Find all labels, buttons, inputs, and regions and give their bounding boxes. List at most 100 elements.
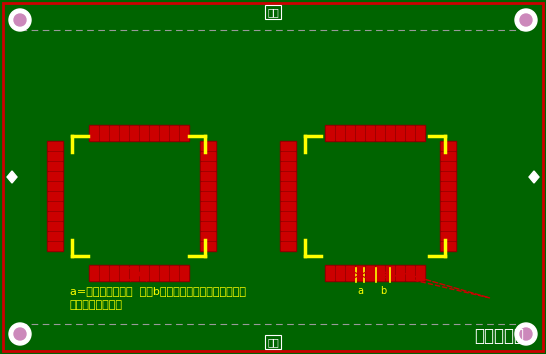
- Bar: [396, 266, 404, 280]
- Bar: [201, 182, 215, 190]
- Bar: [149, 265, 158, 281]
- Circle shape: [9, 9, 31, 31]
- Bar: [441, 182, 455, 190]
- Bar: [406, 126, 414, 140]
- Bar: [200, 181, 216, 191]
- Bar: [440, 211, 456, 221]
- Bar: [48, 192, 62, 200]
- Bar: [395, 265, 405, 281]
- Circle shape: [515, 9, 537, 31]
- Bar: [110, 266, 117, 280]
- Bar: [375, 265, 385, 281]
- Bar: [440, 151, 456, 161]
- Text: 深圳宏力捷: 深圳宏力捷: [474, 327, 524, 345]
- Bar: [326, 266, 334, 280]
- Bar: [158, 125, 169, 141]
- Bar: [405, 265, 415, 281]
- Bar: [281, 222, 295, 230]
- Bar: [441, 162, 455, 170]
- Bar: [326, 126, 334, 140]
- Bar: [440, 221, 456, 231]
- Text: 长边: 长边: [267, 337, 279, 347]
- Bar: [200, 221, 216, 231]
- Bar: [395, 125, 405, 141]
- Bar: [346, 266, 354, 280]
- Bar: [281, 172, 295, 180]
- Bar: [99, 126, 108, 140]
- Bar: [415, 125, 425, 141]
- Bar: [150, 126, 157, 140]
- Bar: [201, 212, 215, 220]
- Bar: [48, 182, 62, 190]
- Bar: [385, 265, 395, 281]
- Bar: [180, 266, 187, 280]
- Bar: [169, 265, 179, 281]
- Bar: [200, 191, 216, 201]
- Bar: [179, 265, 188, 281]
- Bar: [47, 151, 63, 161]
- Bar: [345, 125, 355, 141]
- Bar: [386, 126, 394, 140]
- Bar: [346, 126, 354, 140]
- Bar: [281, 212, 295, 220]
- Bar: [281, 142, 295, 150]
- Bar: [48, 172, 62, 180]
- Bar: [139, 126, 147, 140]
- Bar: [179, 125, 188, 141]
- Bar: [441, 222, 455, 230]
- Bar: [200, 211, 216, 221]
- Bar: [280, 191, 296, 201]
- Bar: [109, 265, 118, 281]
- Bar: [440, 231, 456, 241]
- Bar: [158, 265, 169, 281]
- Bar: [440, 181, 456, 191]
- Bar: [200, 231, 216, 241]
- Bar: [336, 266, 344, 280]
- Bar: [47, 181, 63, 191]
- Bar: [356, 126, 364, 140]
- Bar: [201, 242, 215, 250]
- Text: 长边: 长边: [267, 7, 279, 17]
- Bar: [110, 126, 117, 140]
- Bar: [440, 161, 456, 171]
- Bar: [281, 202, 295, 210]
- Bar: [441, 242, 455, 250]
- Bar: [169, 266, 177, 280]
- Bar: [345, 265, 355, 281]
- Bar: [48, 232, 62, 240]
- Bar: [441, 192, 455, 200]
- Bar: [325, 125, 335, 141]
- Bar: [396, 126, 404, 140]
- Bar: [129, 126, 138, 140]
- Bar: [47, 231, 63, 241]
- Bar: [335, 265, 345, 281]
- Bar: [200, 161, 216, 171]
- Circle shape: [520, 14, 532, 26]
- Bar: [47, 211, 63, 221]
- Bar: [159, 266, 168, 280]
- Bar: [48, 212, 62, 220]
- Bar: [441, 172, 455, 180]
- Bar: [200, 141, 216, 151]
- Bar: [128, 125, 139, 141]
- Bar: [90, 266, 98, 280]
- Bar: [201, 172, 215, 180]
- Circle shape: [515, 323, 537, 345]
- Bar: [48, 222, 62, 230]
- Polygon shape: [7, 171, 17, 183]
- Bar: [441, 232, 455, 240]
- Bar: [355, 265, 365, 281]
- Bar: [280, 221, 296, 231]
- Bar: [335, 125, 345, 141]
- Bar: [201, 162, 215, 170]
- Bar: [180, 126, 187, 140]
- Bar: [280, 151, 296, 161]
- Bar: [280, 241, 296, 251]
- Bar: [365, 265, 375, 281]
- Bar: [365, 125, 375, 141]
- Bar: [416, 266, 424, 280]
- Bar: [47, 191, 63, 201]
- Bar: [99, 266, 108, 280]
- Bar: [376, 126, 384, 140]
- Bar: [200, 241, 216, 251]
